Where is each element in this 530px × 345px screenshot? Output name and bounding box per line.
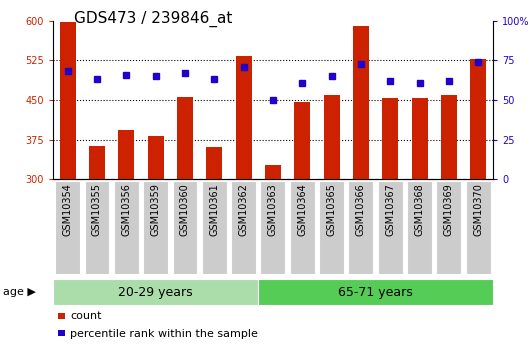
FancyBboxPatch shape <box>466 181 491 274</box>
FancyBboxPatch shape <box>172 181 198 274</box>
Text: GDS473 / 239846_at: GDS473 / 239846_at <box>74 10 233 27</box>
FancyBboxPatch shape <box>55 181 80 274</box>
Text: count: count <box>70 312 101 321</box>
Text: percentile rank within the sample: percentile rank within the sample <box>70 329 258 338</box>
FancyBboxPatch shape <box>260 181 286 274</box>
Text: GSM10368: GSM10368 <box>414 183 425 236</box>
FancyBboxPatch shape <box>114 181 139 274</box>
Text: GSM10362: GSM10362 <box>238 183 249 236</box>
Bar <box>294 102 311 179</box>
Bar <box>177 97 193 179</box>
Text: GSM10356: GSM10356 <box>121 183 131 236</box>
FancyBboxPatch shape <box>290 181 315 274</box>
FancyBboxPatch shape <box>231 181 256 274</box>
FancyBboxPatch shape <box>378 181 403 274</box>
FancyBboxPatch shape <box>202 181 227 274</box>
Text: age ▶: age ▶ <box>3 287 36 297</box>
Bar <box>441 95 457 179</box>
Text: GSM10365: GSM10365 <box>326 183 337 236</box>
Text: GSM10359: GSM10359 <box>151 183 161 236</box>
Bar <box>206 147 223 179</box>
Bar <box>411 98 428 179</box>
FancyBboxPatch shape <box>143 181 168 274</box>
Text: GSM10367: GSM10367 <box>385 183 395 236</box>
Text: 65-71 years: 65-71 years <box>338 286 413 299</box>
Bar <box>353 26 369 179</box>
Text: GSM10354: GSM10354 <box>63 183 73 236</box>
Text: GSM10364: GSM10364 <box>297 183 307 236</box>
FancyBboxPatch shape <box>407 181 432 274</box>
Bar <box>382 98 399 179</box>
Bar <box>147 136 164 179</box>
Text: GSM10360: GSM10360 <box>180 183 190 236</box>
Bar <box>118 130 135 179</box>
Text: GSM10363: GSM10363 <box>268 183 278 236</box>
FancyBboxPatch shape <box>53 279 258 305</box>
Text: 20-29 years: 20-29 years <box>118 286 193 299</box>
Text: GSM10361: GSM10361 <box>209 183 219 236</box>
FancyBboxPatch shape <box>319 181 344 274</box>
Bar <box>89 146 105 179</box>
Bar <box>235 56 252 179</box>
Bar <box>59 22 76 179</box>
FancyBboxPatch shape <box>436 181 462 274</box>
Bar <box>323 95 340 179</box>
FancyBboxPatch shape <box>84 181 110 274</box>
Text: GSM10370: GSM10370 <box>473 183 483 236</box>
Text: GSM10355: GSM10355 <box>92 183 102 236</box>
Bar <box>470 59 487 179</box>
Bar <box>265 165 281 179</box>
FancyBboxPatch shape <box>348 181 374 274</box>
Text: GSM10366: GSM10366 <box>356 183 366 236</box>
Text: GSM10369: GSM10369 <box>444 183 454 236</box>
FancyBboxPatch shape <box>258 279 493 305</box>
